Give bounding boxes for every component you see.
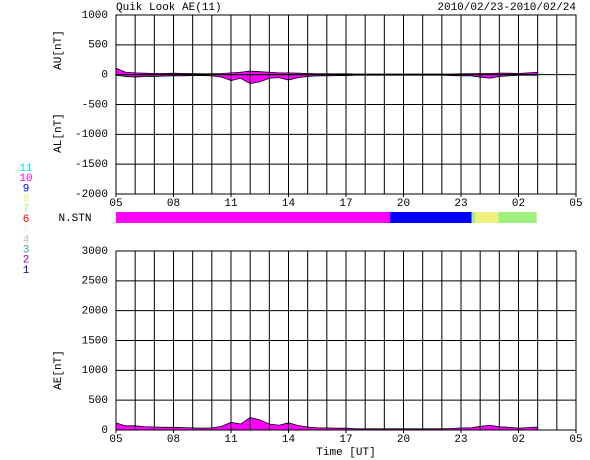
y-axis-label: AE[nT] (53, 350, 65, 390)
area-ae (115, 417, 539, 431)
legend-entry: 9 (23, 183, 30, 195)
x-tick-label: 08 (167, 198, 180, 210)
legend-entry: 7 (23, 204, 30, 216)
x-tick-label: 05 (569, 434, 582, 446)
x-tick-label: 05 (569, 198, 582, 210)
x-tick-label: 05 (109, 198, 122, 210)
y-tick-label: 1500 (82, 335, 108, 347)
area-au (115, 67, 539, 76)
y-axis-label: AL[nT] (53, 113, 65, 153)
legend-entry: 4 (23, 234, 30, 246)
n-stn-segment (116, 212, 391, 223)
n-stn-segment (390, 212, 472, 223)
x-axis-label: Time [UT] (316, 447, 375, 459)
x-tick-label: 05 (109, 434, 122, 446)
x-tick-label: 20 (397, 434, 410, 446)
y-tick-label: 2500 (82, 276, 108, 288)
x-tick-label: 11 (224, 434, 238, 446)
y-tick-label: 500 (88, 395, 108, 407)
legend-entry: 5 (23, 224, 30, 236)
y-tick-label: 2000 (82, 306, 108, 318)
x-tick-label: 20 (397, 198, 410, 210)
area-al (115, 74, 539, 85)
y-tick-label: 1000 (82, 10, 108, 22)
x-tick-label: 14 (282, 198, 296, 210)
x-tick-label: 23 (454, 198, 467, 210)
n-stn-segment (475, 212, 499, 223)
chart-subtitle: 2010/02/23-2010/02/24 (437, 2, 576, 14)
y-tick-label: -1000 (75, 129, 108, 141)
plot-frame (115, 14, 577, 195)
legend-entry: 2 (23, 255, 30, 267)
y-tick-label: 0 (101, 425, 108, 437)
y-tick-label: -1500 (75, 159, 108, 171)
y-axis-label: AU[nT] (53, 30, 65, 70)
chart-title: Quik Look AE(11) (116, 2, 222, 14)
legend-entry: 10 (19, 173, 32, 185)
x-tick-label: 02 (512, 198, 525, 210)
y-tick-label: 3000 (82, 246, 108, 258)
legend-entry: 3 (23, 245, 30, 257)
legend-entry: 6 (23, 214, 30, 226)
n-stn-label: N.STN (58, 213, 91, 225)
plot-frame (115, 250, 577, 431)
n-stn-segment (471, 212, 476, 223)
x-tick-label: 11 (224, 198, 238, 210)
x-tick-label: 17 (339, 198, 352, 210)
x-tick-label: 23 (454, 434, 467, 446)
x-tick-label: 17 (339, 434, 352, 446)
x-tick-label: 14 (282, 434, 296, 446)
x-tick-label: 08 (167, 434, 180, 446)
n-stn-segment (498, 212, 537, 223)
y-tick-label: 0 (101, 70, 108, 82)
legend-entry: 11 (19, 163, 33, 175)
y-tick-label: -500 (82, 99, 108, 111)
y-tick-label: 500 (88, 40, 108, 52)
x-tick-label: 02 (512, 434, 525, 446)
legend-entry: 8 (23, 194, 30, 206)
legend-entry: 1 (23, 265, 30, 277)
y-tick-label: 1000 (82, 365, 108, 377)
y-tick-label: -2000 (75, 189, 108, 201)
